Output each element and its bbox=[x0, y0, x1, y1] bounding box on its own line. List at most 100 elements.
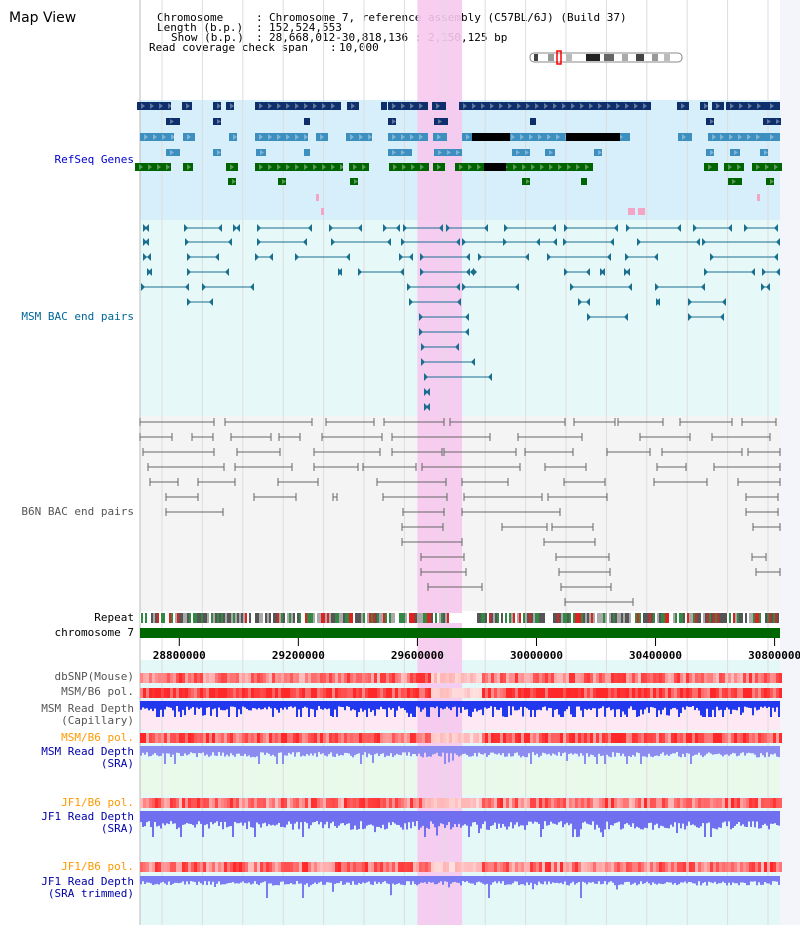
heat-cell bbox=[617, 798, 620, 808]
depth-bar bbox=[218, 701, 220, 708]
gene-arrow bbox=[681, 103, 685, 109]
repeat-mark bbox=[163, 613, 165, 623]
repeat-mark bbox=[541, 613, 543, 623]
bac-end-marker bbox=[570, 283, 574, 291]
depth-bar bbox=[250, 876, 252, 885]
heat-cell bbox=[179, 733, 182, 743]
depth-bar bbox=[416, 746, 418, 757]
heat-cell bbox=[338, 798, 341, 808]
depth-bar bbox=[526, 811, 528, 826]
repeat-mark bbox=[383, 613, 385, 623]
depth-bar bbox=[516, 746, 518, 753]
track-label-msm-pol-sra[interactable]: MSM/B6 pol. bbox=[61, 731, 134, 744]
depth-bar bbox=[186, 746, 188, 756]
heat-cell bbox=[521, 733, 524, 743]
gene-arrow bbox=[463, 103, 467, 109]
heat-cell bbox=[212, 862, 215, 872]
heat-cell bbox=[458, 673, 461, 683]
depth-bar bbox=[540, 876, 542, 884]
heat-cell bbox=[425, 673, 428, 683]
heat-cell bbox=[722, 862, 725, 872]
heat-cell bbox=[215, 798, 218, 808]
heat-cell bbox=[236, 673, 239, 683]
track-label-jf1-depth[interactable]: JF1 Read Depth (SRA) bbox=[41, 810, 134, 835]
track-label-repeat[interactable]: Repeat bbox=[94, 611, 134, 624]
track-label-msm-pol-cap[interactable]: MSM/B6 pol. bbox=[61, 685, 134, 698]
depth-bar bbox=[756, 876, 758, 886]
depth-bar bbox=[450, 746, 452, 754]
heat-cell bbox=[158, 733, 161, 743]
heat-cell bbox=[407, 862, 410, 872]
depth-bar bbox=[604, 746, 606, 764]
depth-bar bbox=[500, 701, 502, 708]
depth-bar bbox=[750, 811, 752, 827]
heat-cell bbox=[629, 673, 632, 683]
heat-cell bbox=[371, 862, 374, 872]
heat-cell bbox=[272, 862, 275, 872]
track-label-jf1-depth-trimmed[interactable]: JF1 Read Depth (SRA trimmed) bbox=[41, 875, 134, 900]
gene-feature bbox=[730, 149, 740, 156]
depth-bar bbox=[454, 746, 456, 754]
depth-bar bbox=[582, 746, 584, 756]
depth-bar bbox=[196, 746, 198, 758]
heat-cell bbox=[206, 673, 209, 683]
heat-cell bbox=[140, 733, 143, 743]
repeat-mark bbox=[665, 613, 667, 623]
heat-cell bbox=[728, 688, 731, 698]
depth-bar bbox=[396, 876, 398, 885]
track-label-dbsnp[interactable]: dbSNP(Mouse) bbox=[54, 670, 134, 683]
repeat-mark bbox=[705, 613, 707, 623]
repeat-mark bbox=[575, 613, 577, 623]
depth-bar bbox=[304, 876, 306, 885]
heat-cell bbox=[320, 798, 323, 808]
heat-cell bbox=[173, 862, 176, 872]
track-label-msm-depth-cap[interactable]: MSM Read Depth (Capillary) bbox=[41, 702, 134, 727]
heat-cell bbox=[749, 688, 752, 698]
depth-bar bbox=[374, 811, 376, 833]
heat-cell bbox=[527, 862, 530, 872]
depth-bar bbox=[680, 701, 682, 714]
heat-cell bbox=[374, 798, 377, 808]
bac-end-marker bbox=[407, 283, 411, 291]
track-label-refseq[interactable]: RefSeq Genes bbox=[54, 153, 134, 166]
depth-bar bbox=[176, 876, 178, 883]
gene-arrow bbox=[526, 103, 530, 109]
heat-cell bbox=[254, 733, 257, 743]
gene-arrow bbox=[472, 103, 476, 109]
depth-bar bbox=[320, 746, 322, 755]
depth-bar bbox=[212, 811, 214, 825]
gene-arrow bbox=[392, 119, 396, 124]
heat-cell bbox=[620, 688, 623, 698]
heat-cell bbox=[461, 862, 464, 872]
track-label-jf1-pol[interactable]: JF1/B6 pol. bbox=[61, 796, 134, 809]
heat-cell bbox=[197, 673, 200, 683]
depth-bar bbox=[688, 811, 690, 822]
depth-bar bbox=[668, 876, 670, 883]
depth-bar bbox=[712, 811, 714, 829]
depth-bar bbox=[604, 811, 606, 830]
heat-cell bbox=[731, 862, 734, 872]
depth-bar bbox=[696, 811, 698, 828]
gene-feature bbox=[255, 133, 308, 141]
heat-cell bbox=[143, 798, 146, 808]
heat-cell bbox=[257, 798, 260, 808]
repeat-mark bbox=[347, 613, 349, 623]
heat-cell bbox=[290, 733, 293, 743]
heat-cell bbox=[506, 673, 509, 683]
depth-bar bbox=[236, 746, 238, 754]
heat-cell bbox=[632, 688, 635, 698]
depth-bar bbox=[212, 746, 214, 753]
track-label-msm-depth-sra[interactable]: MSM Read Depth (SRA) bbox=[41, 745, 134, 770]
track-label-chromosome[interactable]: chromosome 7 bbox=[54, 626, 134, 639]
bac-end-marker bbox=[471, 358, 475, 366]
depth-bar bbox=[420, 701, 422, 712]
track-label-jf1-pol-2[interactable]: JF1/B6 pol. bbox=[61, 860, 134, 873]
repeat-mark bbox=[297, 613, 299, 623]
track-label-msm-bac[interactable]: MSM BAC end pairs bbox=[21, 310, 134, 323]
track-label-b6n-bac[interactable]: B6N BAC end pairs bbox=[21, 505, 134, 518]
gene-feature bbox=[278, 178, 286, 185]
depth-bar bbox=[216, 811, 218, 822]
depth-bar bbox=[480, 746, 482, 755]
depth-bar bbox=[514, 746, 516, 754]
